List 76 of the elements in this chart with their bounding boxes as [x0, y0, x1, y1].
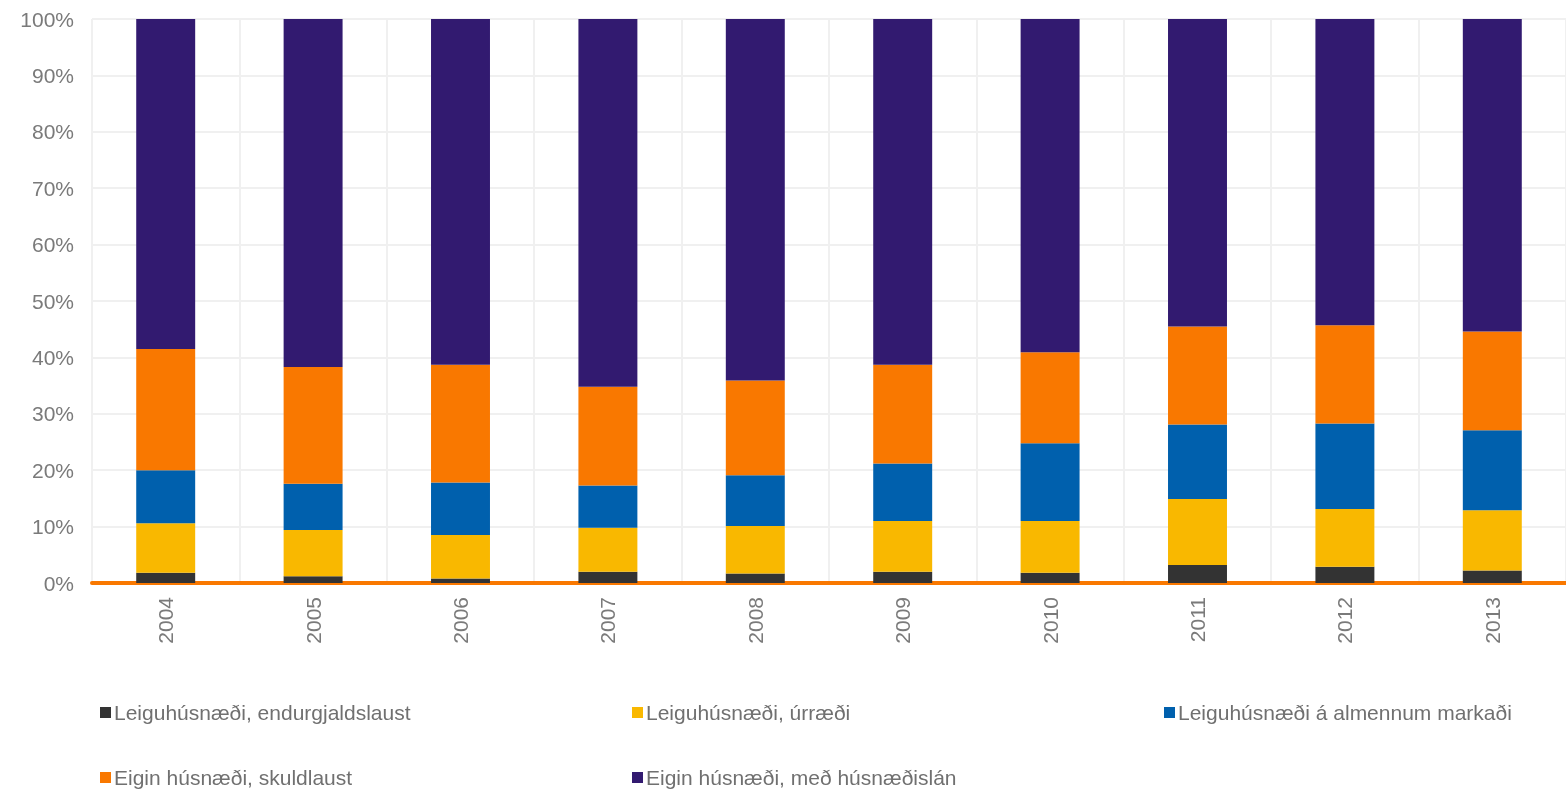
bar [725, 380, 785, 476]
x-tick-label: 2013 [1480, 597, 1504, 644]
bar [578, 386, 638, 486]
bar [1020, 443, 1080, 521]
bar [578, 19, 638, 387]
bar [1168, 498, 1227, 565]
bar [873, 364, 933, 464]
bar [1462, 430, 1522, 511]
bar [1020, 572, 1080, 583]
x-tick-label: 2004 [154, 596, 178, 644]
legend-label: Leiguhúsnæði á almennum markaði [1178, 701, 1512, 724]
bar [873, 19, 933, 365]
y-tick-label: 80% [31, 120, 74, 144]
bar [1020, 19, 1080, 353]
bar [1315, 509, 1375, 567]
y-tick-label: 0% [43, 571, 74, 595]
bar [1168, 424, 1227, 499]
bar [136, 572, 196, 583]
y-tick-label: 50% [31, 289, 74, 313]
x-tick-label: 2011 [1186, 597, 1209, 643]
y-tick-label: 40% [31, 345, 74, 369]
bar [1020, 520, 1080, 573]
x-tick-label: 2010 [1038, 597, 1062, 644]
y-tick-label: 30% [31, 402, 74, 426]
bar [1315, 325, 1375, 424]
bar [431, 19, 490, 365]
y-tick-label: 20% [31, 458, 74, 482]
bar [725, 526, 785, 574]
bar [1462, 570, 1522, 583]
bar [1168, 326, 1227, 425]
bar [136, 523, 196, 573]
x-tick-label: 2008 [743, 597, 767, 644]
x-tick-label: 2007 [596, 597, 620, 644]
bar [1315, 423, 1375, 510]
bar [431, 578, 490, 583]
bar [873, 571, 933, 583]
bar [1462, 19, 1522, 332]
legend-label: Eigin húsnæði, skuldlaust [114, 766, 353, 789]
bar [283, 529, 343, 577]
bar [1020, 352, 1080, 444]
bar [283, 19, 343, 367]
y-tick-label: 60% [31, 233, 74, 257]
bar [578, 571, 638, 583]
bar [283, 366, 343, 484]
bar [725, 19, 785, 381]
bar [873, 520, 933, 572]
bar [873, 463, 933, 521]
bar [283, 483, 343, 530]
bar [1315, 566, 1375, 583]
bar [1168, 564, 1227, 583]
bar [431, 364, 490, 483]
bar [1168, 19, 1227, 327]
bar [578, 527, 638, 572]
bar [283, 576, 343, 583]
x-tick-label: 2012 [1333, 597, 1357, 644]
y-tick-label: 70% [31, 176, 74, 200]
bar [725, 573, 785, 583]
bar [136, 19, 196, 349]
bar [431, 535, 490, 579]
legend-label: Eigin húsnæði, með húsnæðislán [646, 766, 957, 789]
bar [725, 475, 785, 527]
x-tick-label: 2006 [449, 597, 472, 644]
legend-label: Leiguhúsnæði, endurgjaldslaust [114, 701, 411, 724]
legend-label: Leiguhúsnæði, úrræði [646, 701, 851, 724]
y-tick-label: 10% [31, 515, 74, 539]
bar [1315, 19, 1375, 326]
y-tick-label: 90% [31, 63, 74, 87]
bar [136, 348, 196, 471]
bar [1462, 331, 1522, 431]
bar [136, 470, 196, 524]
x-tick-label: 2005 [301, 597, 325, 644]
bar [1462, 510, 1522, 571]
bar [578, 485, 638, 528]
y-tick-label: 100% [20, 7, 74, 31]
bar [431, 482, 490, 536]
x-tick-label: 2009 [891, 597, 915, 644]
